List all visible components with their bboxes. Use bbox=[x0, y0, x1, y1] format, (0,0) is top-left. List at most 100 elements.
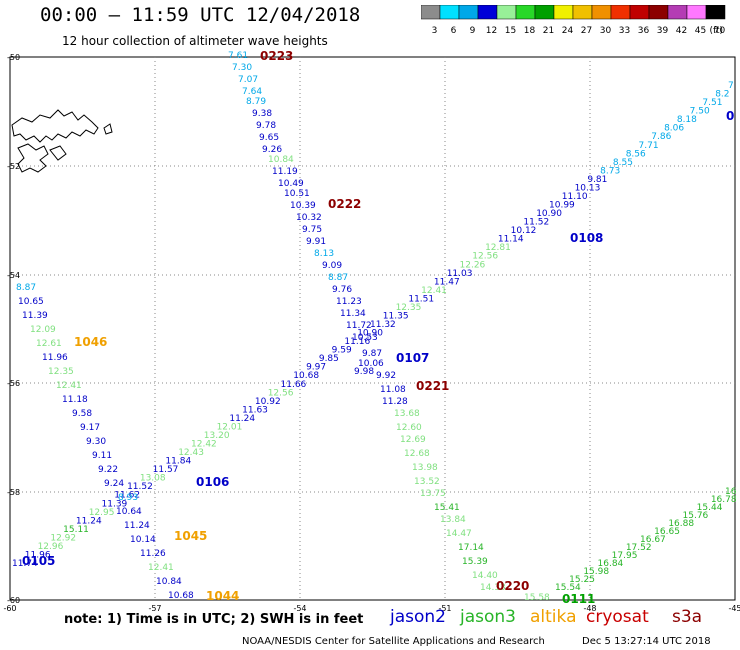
pass-id-label: 0223 bbox=[260, 49, 293, 63]
wave-height-label: 7.64 bbox=[242, 87, 262, 97]
wave-height-label: 10.99 bbox=[549, 201, 575, 211]
wave-height-label: 12.09 bbox=[30, 325, 56, 335]
wave-height-label: 9.59 bbox=[332, 346, 352, 356]
wave-height-label: 8.55 bbox=[613, 158, 633, 168]
wave-height-label: 17.14 bbox=[458, 543, 484, 553]
wave-height-label: 9.87 bbox=[362, 349, 382, 359]
wave-height-label: 13.75 bbox=[420, 489, 446, 499]
pass-id-label: 1045 bbox=[174, 529, 207, 543]
wave-height-label: 7.50 bbox=[690, 107, 710, 117]
wave-height-label: 12.81 bbox=[485, 243, 511, 253]
wave-height-label: 11.72 bbox=[346, 321, 372, 331]
wave-height-label: 9.30 bbox=[86, 437, 106, 447]
wave-height-label: 8.87 bbox=[16, 283, 36, 293]
wave-height-label: 10.51 bbox=[284, 189, 310, 199]
wave-height-label: 11.63 bbox=[242, 405, 268, 415]
wave-height-label: 11.26 bbox=[140, 549, 166, 559]
wave-height-label: 12.41 bbox=[148, 563, 174, 573]
wave-height-label: 11.10 bbox=[562, 192, 588, 202]
wave-height-label: 15.11 bbox=[63, 525, 89, 535]
satellite-label-jason2: jason2 bbox=[390, 607, 446, 627]
wave-height-label: 13.84 bbox=[440, 515, 466, 525]
wave-height-label: 9.75 bbox=[302, 225, 322, 235]
lat-label: -58 bbox=[7, 488, 20, 497]
wave-height-label: 17.52 bbox=[626, 543, 652, 553]
legend-tick-label: 30 bbox=[600, 26, 612, 36]
wave-height-label: 13.20 bbox=[204, 431, 230, 441]
wave-height-label: 12.26 bbox=[460, 260, 486, 270]
wave-height-label: 11.57 bbox=[153, 465, 179, 475]
legend-tick-label: 42 bbox=[676, 26, 687, 36]
pass-id-label: 0107 bbox=[396, 351, 429, 365]
wave-height-label: 9.91 bbox=[306, 237, 326, 247]
wave-height-label: 12.56 bbox=[268, 388, 294, 398]
wave-height-label: 12.41 bbox=[421, 286, 447, 296]
wave-height-label: 13.52 bbox=[414, 477, 440, 487]
wave-height-label: 15.58 bbox=[524, 593, 550, 603]
wave-height-label: 16.65 bbox=[654, 527, 680, 537]
wave-height-label: 12.43 bbox=[178, 448, 204, 458]
legend-tick-label: 12 bbox=[486, 26, 497, 36]
wave-height-label: 15.41 bbox=[434, 503, 460, 513]
wave-height-label: 11.14 bbox=[498, 235, 524, 245]
wave-height-label: 16.78 bbox=[711, 495, 737, 505]
wave-height-label: 11.66 bbox=[281, 380, 307, 390]
wave-height-label: 8.73 bbox=[600, 166, 620, 176]
wave-height-label: 7.30 bbox=[232, 63, 252, 73]
wave-height-label: 11.39 bbox=[22, 311, 48, 321]
wave-height-label: 16.67 bbox=[640, 535, 666, 545]
wave-height-label: 8.06 bbox=[664, 124, 684, 134]
wave-height-label: 11.62 bbox=[114, 491, 140, 501]
wave-height-label: 12.60 bbox=[396, 423, 422, 433]
wave-height-label: 12.69 bbox=[400, 435, 426, 445]
legend-tick-label: 33 bbox=[619, 26, 630, 36]
wave-height-label: 13.98 bbox=[412, 463, 438, 473]
wave-height-label: 10.84 bbox=[156, 577, 182, 587]
wave-height-label: 9.22 bbox=[98, 465, 118, 475]
wave-height-label: 10.68 bbox=[168, 591, 194, 601]
wave-height-label: 11.39 bbox=[102, 499, 128, 509]
legend-unit: (ft) bbox=[709, 26, 723, 36]
pass-id-label: 0108 bbox=[570, 231, 603, 245]
wave-height-label: 10.13 bbox=[575, 183, 601, 193]
wave-height-label: 12.68 bbox=[404, 449, 430, 459]
lon-label: -54 bbox=[293, 604, 306, 613]
map-frame bbox=[9, 56, 736, 601]
wave-height-label: 11.52 bbox=[127, 482, 153, 492]
wave-height-label: 12.56 bbox=[472, 252, 498, 262]
legend-tick-label: 27 bbox=[581, 26, 592, 36]
wave-height-label: 9.38 bbox=[252, 109, 272, 119]
lat-label: -50 bbox=[7, 53, 20, 62]
wave-height-label: 11.18 bbox=[62, 395, 88, 405]
wave-height-label: 14.47 bbox=[446, 529, 472, 539]
wave-height-label: 10.68 bbox=[293, 371, 319, 381]
wave-height-label: 11.34 bbox=[340, 309, 366, 319]
wave-height-label: 10.84 bbox=[268, 155, 294, 165]
wave-height-label: 9.58 bbox=[72, 409, 92, 419]
legend-tick-label: 6 bbox=[451, 26, 457, 36]
legend-tick-label: 39 bbox=[657, 26, 669, 36]
wave-height-label: 10.90 bbox=[357, 329, 383, 339]
lat-label: -54 bbox=[7, 271, 20, 280]
wave-height-label: 12.35 bbox=[48, 367, 74, 377]
lat-label: -60 bbox=[7, 596, 20, 605]
legend-tick-label: 3 bbox=[432, 26, 438, 36]
wave-height-label: 7.71 bbox=[639, 141, 659, 151]
wave-height-label: 12.42 bbox=[191, 440, 217, 450]
satellite-label-s3a: s3a bbox=[672, 607, 703, 627]
wave-height-label: 15.98 bbox=[583, 567, 609, 577]
wave-height-label: 7.86 bbox=[651, 132, 671, 142]
wave-height-label: 10.49 bbox=[278, 179, 304, 189]
wave-height-label: 8.56 bbox=[626, 149, 646, 159]
wave-height-label: 8.93 bbox=[118, 493, 138, 503]
wave-height-label: 11.96 bbox=[25, 550, 51, 560]
wave-height-label: 11.28 bbox=[382, 397, 408, 407]
legend-tick-label: 45 bbox=[695, 26, 706, 36]
wave-height-label: 7.51 bbox=[702, 98, 722, 108]
wave-height-label: 8.87 bbox=[328, 273, 348, 283]
legend-tick-label: 70 bbox=[714, 26, 726, 36]
lon-label: -51 bbox=[438, 604, 451, 613]
legend-tick-label: 18 bbox=[524, 26, 536, 36]
wave-height-label: 11.32 bbox=[370, 320, 396, 330]
